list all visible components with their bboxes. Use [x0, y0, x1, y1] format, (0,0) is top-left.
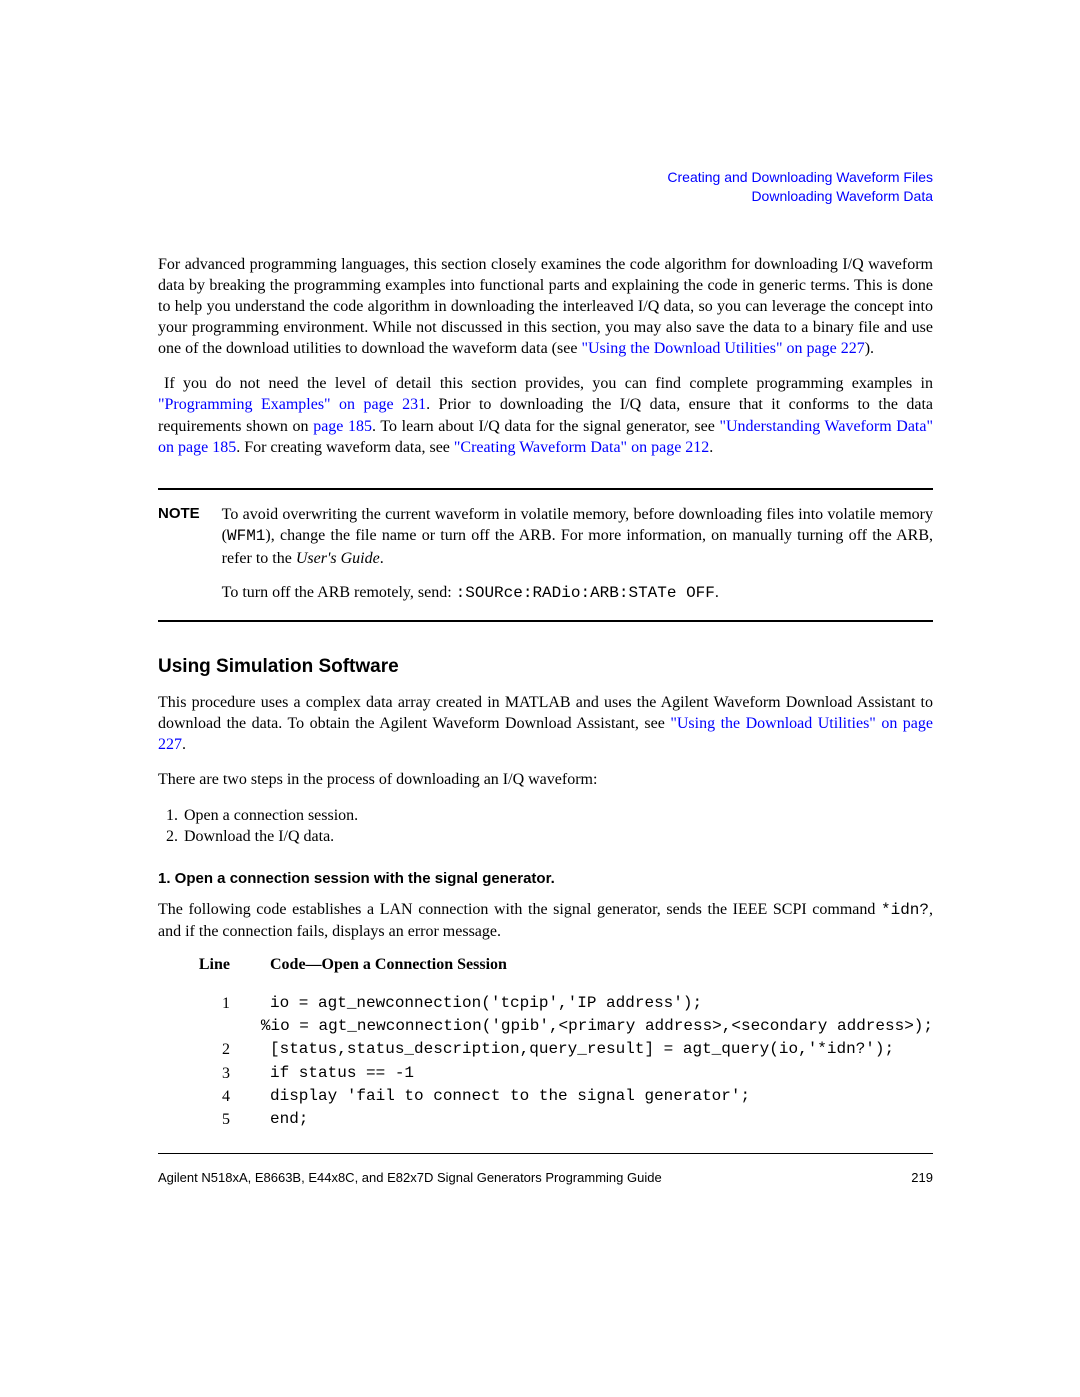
- page-header: Creating and Downloading Waveform Files …: [158, 168, 933, 206]
- code-line: io = agt_newconnection('tcpip','IP addre…: [270, 992, 933, 1015]
- list-item: 2. Download the I/Q data.: [158, 826, 933, 848]
- page-number: 219: [911, 1170, 933, 1185]
- note-label: NOTE: [158, 504, 200, 604]
- code-row: 4display 'fail to connect to the signal …: [158, 1085, 933, 1108]
- code-line: end;: [270, 1108, 933, 1131]
- code-line: %io = agt_newconnection('gpib',<primary …: [261, 1015, 933, 1038]
- code-line-number: 5: [158, 1108, 270, 1131]
- note-body: To avoid overwriting the current wavefor…: [222, 504, 933, 604]
- page-footer: Agilent N518xA, E8663B, E44x8C, and E82x…: [158, 1153, 933, 1185]
- link-creating-waveform[interactable]: "Creating Waveform Data" on page 212: [454, 439, 709, 456]
- link-download-utilities-1[interactable]: "Using the Download Utilities" on page 2…: [581, 340, 864, 357]
- subsection-heading: 1. Open a connection session with the si…: [158, 870, 933, 887]
- code-line-number: 2: [158, 1038, 270, 1061]
- code-row: 1io = agt_newconnection('tcpip','IP addr…: [158, 992, 933, 1015]
- paragraph-intro: For advanced programming languages, this…: [158, 254, 933, 360]
- code-line: if status == -1: [270, 1062, 933, 1085]
- code-row: 5end;: [158, 1108, 933, 1131]
- code-table: Line Code—Open a Connection Session 1io …: [158, 956, 933, 1131]
- code-row: %io = agt_newconnection('gpib',<primary …: [158, 1015, 933, 1038]
- paragraph-lan: The following code establishes a LAN con…: [158, 899, 933, 942]
- code-line-number: 1: [158, 992, 270, 1015]
- step-list: 1. Open a connection session. 2. Downloa…: [158, 805, 933, 848]
- paragraph-steps-intro: There are two steps in the process of do…: [158, 769, 933, 790]
- footer-title: Agilent N518xA, E8663B, E44x8C, and E82x…: [158, 1170, 662, 1185]
- code-row: 2[status,status_description,query_result…: [158, 1038, 933, 1061]
- list-item: 1. Open a connection session.: [158, 805, 933, 827]
- header-section: Downloading Waveform Data: [751, 188, 933, 204]
- code-line: [status,status_description,query_result]…: [270, 1038, 933, 1061]
- code-line: display 'fail to connect to the signal g…: [270, 1085, 933, 1108]
- col-header-line: Line: [158, 956, 270, 974]
- code-line-number: 3: [158, 1062, 270, 1085]
- code-table-header: Line Code—Open a Connection Session: [158, 956, 933, 974]
- link-programming-examples[interactable]: "Programming Examples" on page 231: [158, 396, 426, 413]
- section-heading: Using Simulation Software: [158, 656, 933, 678]
- code-line-number: 4: [158, 1085, 270, 1108]
- header-chapter: Creating and Downloading Waveform Files: [667, 169, 933, 185]
- note-block: NOTE To avoid overwriting the current wa…: [158, 488, 933, 622]
- code-row: 3if status == -1: [158, 1062, 933, 1085]
- code-line-number: [158, 1015, 261, 1038]
- paragraph-procedure: This procedure uses a complex data array…: [158, 692, 933, 755]
- paragraph-references: If you do not need the level of detail t…: [158, 373, 933, 457]
- col-header-code: Code—Open a Connection Session: [270, 956, 933, 974]
- link-page-185[interactable]: page 185: [313, 418, 372, 435]
